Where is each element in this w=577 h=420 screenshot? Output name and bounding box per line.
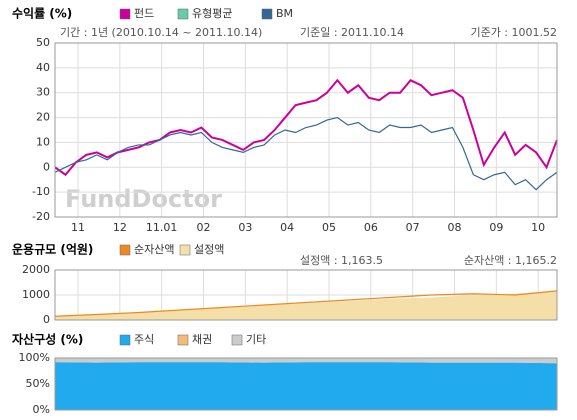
y-tick-label: 30	[36, 86, 50, 99]
line	[54, 78, 558, 177]
y-tick-label: 50	[36, 36, 50, 49]
legend-label: 설정액	[194, 243, 224, 256]
legend-label: 주식	[134, 333, 154, 346]
annotation: 순자산액 : 1,165.2	[464, 254, 557, 267]
plot-border	[54, 357, 558, 411]
legend-label: 유형평균	[192, 7, 232, 20]
x-tick-label: 11	[71, 221, 85, 234]
y-tick-label: 10	[36, 135, 50, 148]
legend-swatch	[119, 8, 131, 20]
y-tick-label: 50%	[26, 377, 50, 390]
y-tick-label: 0	[43, 313, 50, 326]
x-tick-label: 06	[364, 221, 378, 234]
legend-swatch	[177, 8, 189, 20]
x-tick-label: 03	[238, 221, 252, 234]
watermark: FundDoctor	[65, 185, 222, 213]
chart-title: 운용규모 (억원)	[12, 242, 93, 257]
plot-border	[54, 269, 558, 321]
legend-swatch	[119, 334, 131, 346]
legend-swatch	[177, 334, 189, 346]
area	[55, 290, 557, 320]
chart-title: 수익률 (%)	[12, 7, 72, 21]
x-tick-label: 11.01	[146, 221, 178, 234]
annotation: 기간 : 1년 (2010.10.14 ~ 2011.10.14)	[60, 26, 262, 39]
x-tick-label: 05	[322, 221, 336, 234]
legend-swatch	[231, 334, 243, 346]
x-tick-label: 02	[197, 221, 211, 234]
area	[55, 362, 557, 410]
legend-label: 채권	[192, 333, 212, 346]
y-tick-label: -10	[32, 185, 50, 198]
y-tick-label: 100%	[19, 351, 50, 364]
y-tick-label: -20	[32, 210, 50, 223]
legend-swatch	[119, 244, 131, 256]
y-tick-label: 0	[43, 160, 50, 173]
legend-label: 펀드	[134, 7, 154, 20]
y-tick-label: 20	[36, 111, 50, 124]
x-tick-label: 07	[406, 221, 420, 234]
x-tick-label: 04	[280, 221, 294, 234]
annotation: 설정액 : 1,163.5	[300, 254, 383, 267]
legend-label: BM	[276, 7, 293, 20]
legend-label: 순자산액	[134, 243, 174, 256]
chart-title: 자산구성 (%)	[12, 332, 83, 347]
plot-border	[54, 42, 558, 218]
x-tick-label: 10	[531, 221, 545, 234]
line	[54, 290, 558, 317]
y-tick-label: 40	[36, 61, 50, 74]
line	[54, 116, 558, 191]
area	[55, 358, 557, 364]
x-tick-label: 08	[448, 221, 462, 234]
legend-swatch	[261, 8, 273, 20]
x-tick-label: 12	[113, 221, 127, 234]
annotation: 기준일 : 2011.10.14	[300, 25, 404, 39]
x-tick-label: 09	[489, 221, 503, 234]
y-tick-label: 1000	[22, 288, 50, 301]
legend-swatch	[179, 244, 191, 256]
annotation: 기준가 : 1001.52	[470, 26, 557, 39]
y-tick-label: 2000	[22, 263, 50, 276]
legend-label: 기타	[246, 333, 266, 346]
y-tick-label: 0%	[33, 403, 50, 416]
